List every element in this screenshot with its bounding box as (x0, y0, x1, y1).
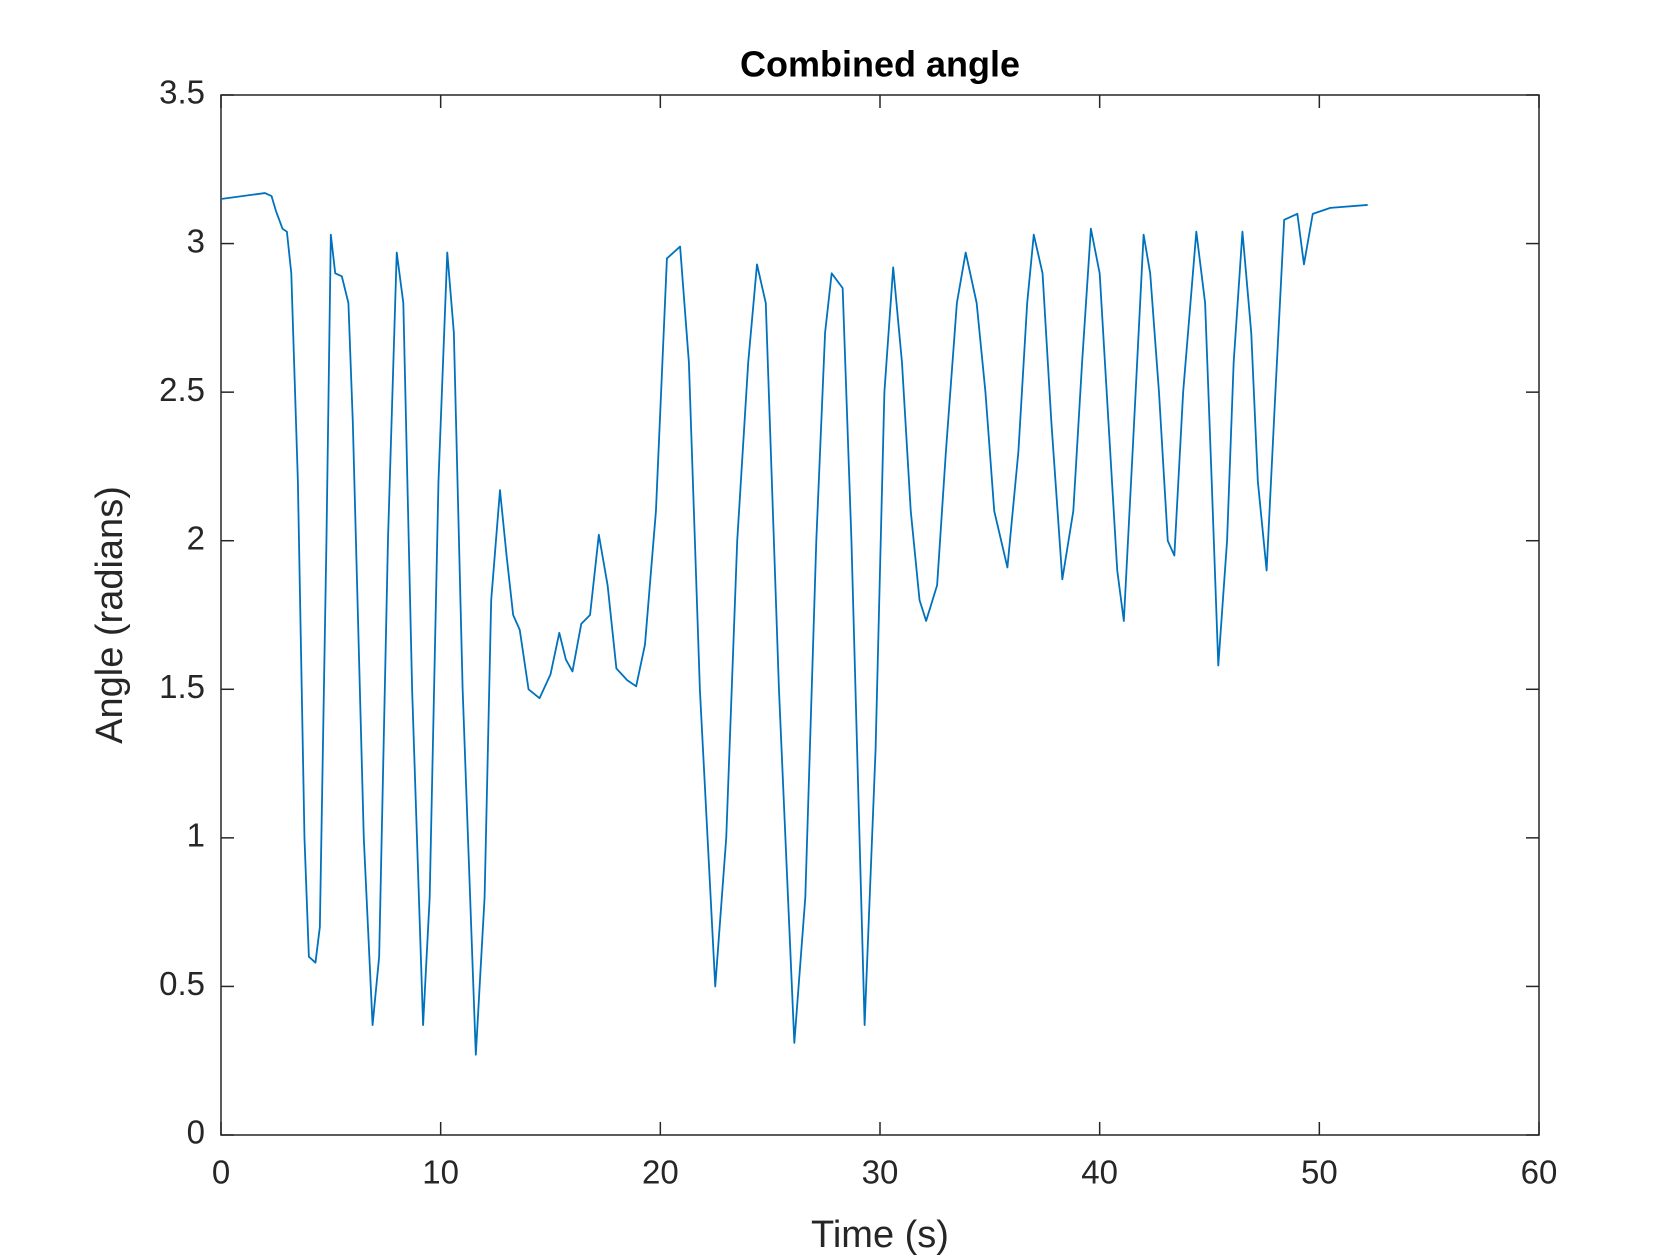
y-tick-label: 2.5 (159, 371, 205, 408)
y-tick-label: 1.5 (159, 668, 205, 705)
y-tick-label: 0 (187, 1114, 205, 1151)
x-tick-label: 50 (1301, 1154, 1338, 1191)
axes-box (220, 94, 1540, 1136)
x-tick-label: 0 (212, 1154, 230, 1191)
x-tick-label: 40 (1081, 1154, 1118, 1191)
y-tick-label: 3 (187, 222, 205, 259)
x-tick-label: 30 (862, 1154, 899, 1191)
x-tick-label: 20 (642, 1154, 679, 1191)
y-tick-label: 2 (187, 519, 205, 556)
y-tick-label: 3.5 (159, 74, 205, 111)
data-line (220, 192, 1368, 1056)
chart-title: Combined angle (740, 44, 1020, 85)
y-tick-label: 1 (187, 817, 205, 854)
y-axis-label: Angle (radians) (89, 486, 131, 744)
x-axis-label: Time (s) (811, 1214, 949, 1256)
x-tick-label: 60 (1521, 1154, 1558, 1191)
x-tick-label: 10 (422, 1154, 459, 1191)
y-tick-label: 0.5 (159, 965, 205, 1002)
